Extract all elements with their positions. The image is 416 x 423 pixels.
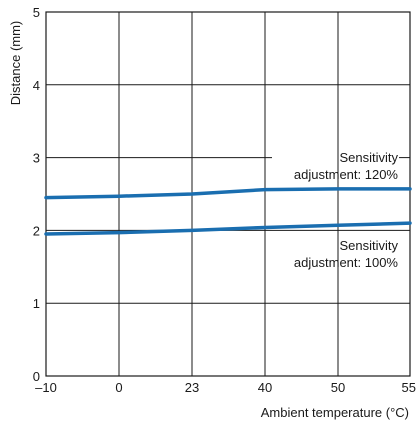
y-tick-label: 0 (33, 369, 40, 384)
series-label-line2: adjustment: 120% (294, 167, 399, 182)
plot-frame (45, 11, 411, 377)
y-tick-label: 5 (33, 5, 40, 20)
y-tick-label: 3 (33, 151, 40, 166)
x-tick-label: 40 (258, 380, 272, 395)
label-layer: –10 0 23 40 50 55012345Sensitivityadjustment:… (33, 5, 416, 395)
x-tick-label: 23 (185, 380, 199, 395)
x-axis-title: Ambient temperature (°C) (261, 405, 409, 420)
series-label-line1: Sensitivity (339, 238, 398, 253)
y-axis-title: Distance (mm) (8, 21, 23, 106)
x-tick-label: –10 (35, 380, 57, 395)
y-tick-label: 1 (33, 296, 40, 311)
x-tick-label: 50 (331, 380, 345, 395)
grid (46, 12, 410, 376)
series-line-sensitivity-100 (44, 221, 412, 236)
series-label-line1: Sensitivity (339, 150, 398, 165)
series-layer (44, 187, 412, 236)
y-tick-label: 4 (33, 78, 40, 93)
series-line-sensitivity-120 (44, 187, 412, 200)
y-tick-label: 2 (33, 223, 40, 238)
x-tick-label: 0 (115, 380, 122, 395)
x-tick-label: 55 (402, 380, 416, 395)
series-label-line2: adjustment: 100% (294, 255, 399, 270)
